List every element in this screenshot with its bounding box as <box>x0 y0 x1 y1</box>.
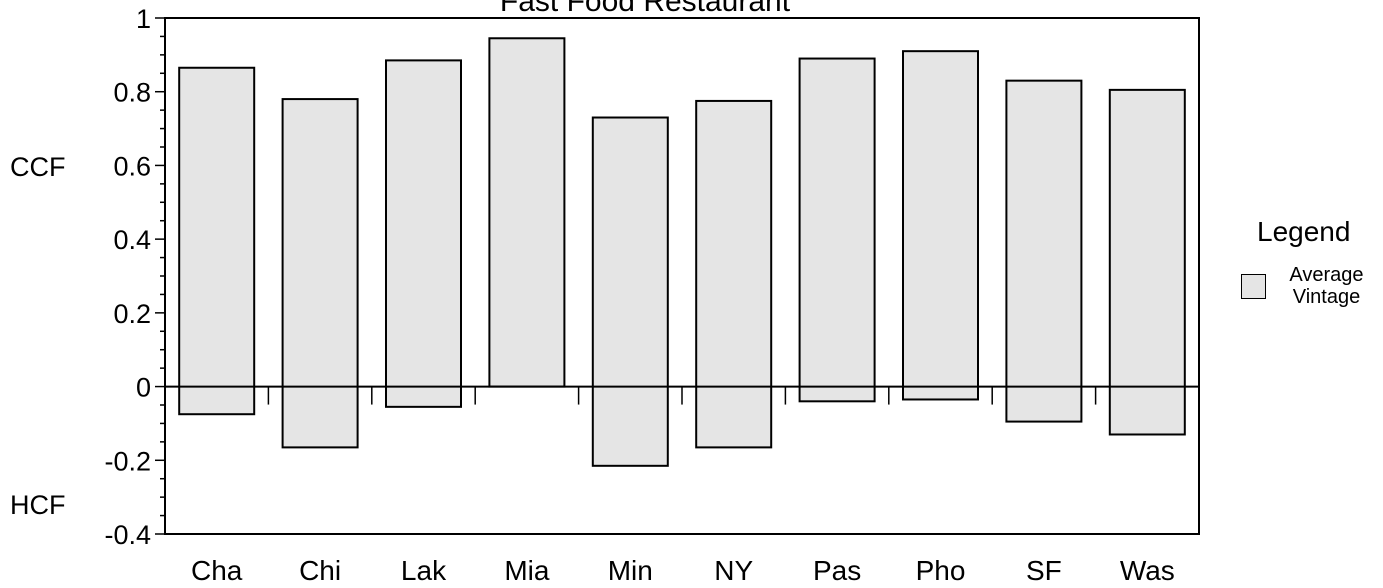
x-tick-label: NY <box>714 555 753 586</box>
x-tick-label: Cha <box>191 555 243 586</box>
y-tick-label: -0.2 <box>104 446 151 476</box>
bar-lak <box>385 59 462 408</box>
y-tick-label: 0 <box>136 373 151 403</box>
bar-sf <box>1005 79 1083 423</box>
x-tick-label: Pas <box>813 555 861 586</box>
legend-label: Average Vintage <box>1289 264 1364 308</box>
bar-pho <box>902 50 979 401</box>
x-tick-label: Lak <box>401 555 447 586</box>
y-tick-label: 0.8 <box>113 78 151 108</box>
y-tick-label: 0.6 <box>113 151 151 181</box>
y-tick-label: 0.2 <box>113 299 151 329</box>
hcf-label: HCF <box>10 490 66 520</box>
chart-title: Fast Food Restaurant <box>499 0 791 18</box>
x-tick-label: Pho <box>916 555 966 586</box>
bar-ny <box>695 99 773 449</box>
bar-mia <box>488 37 566 388</box>
x-tick-label: SF <box>1026 555 1062 586</box>
ccf-label: CCF <box>10 152 66 182</box>
x-tick-label: Min <box>608 555 653 586</box>
bar-was <box>1108 88 1186 436</box>
x-tick-label: Chi <box>299 555 341 586</box>
bar-pas <box>798 57 876 403</box>
y-tick-label: 1 <box>136 4 151 34</box>
legend-swatch <box>1241 274 1266 299</box>
x-tick-label: Mia <box>504 555 550 586</box>
legend-title: Legend <box>1257 216 1351 247</box>
bar-cha <box>178 66 256 416</box>
x-tick-label: Was <box>1120 555 1175 586</box>
bar-min <box>591 116 669 467</box>
bar-chi <box>281 98 359 449</box>
y-tick-label: -0.4 <box>104 520 151 550</box>
y-tick-label: 0.4 <box>113 225 151 255</box>
